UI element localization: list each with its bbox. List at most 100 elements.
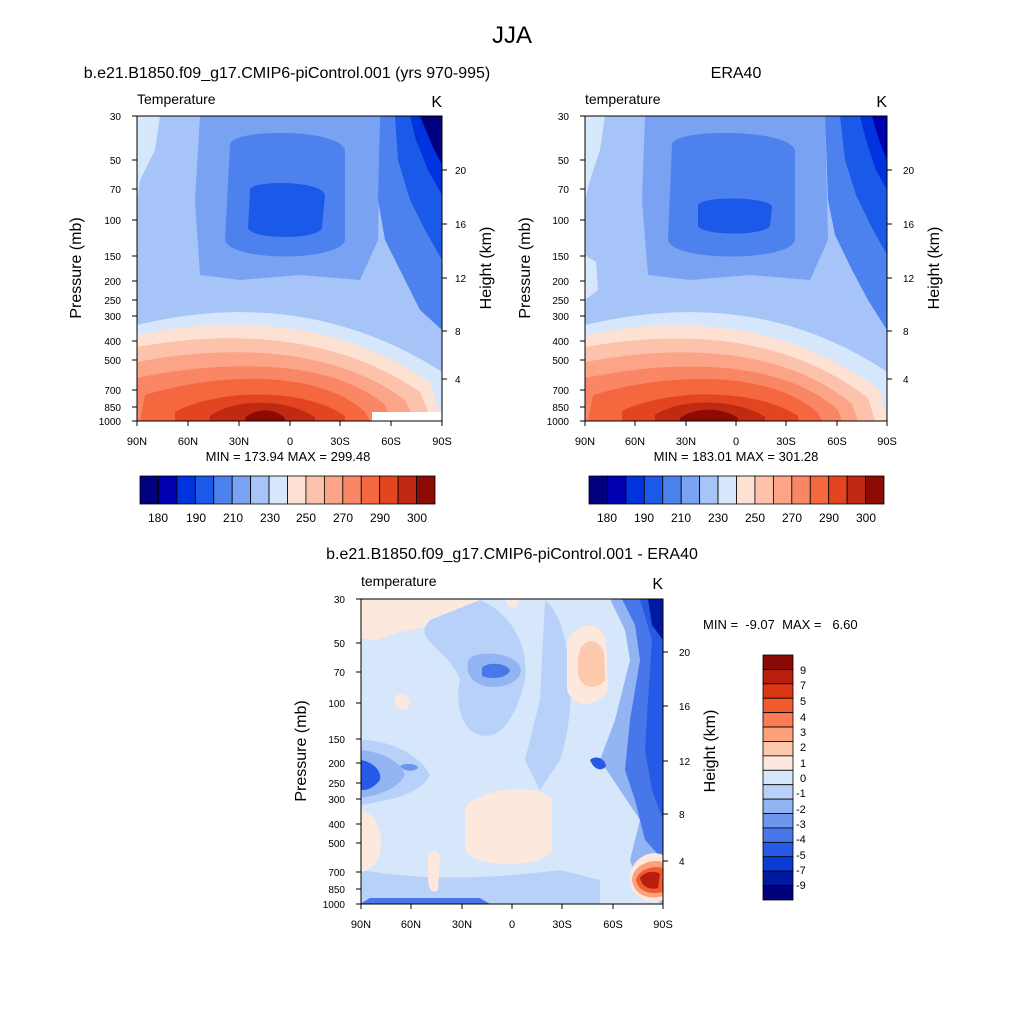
colorbar-swatch [762, 870, 794, 886]
variable-label: temperature [585, 91, 661, 107]
colorbar-swatch [194, 475, 215, 505]
y-tick-label: 50 [110, 156, 122, 167]
colorbar-label: 300 [856, 511, 876, 525]
colorbar-swatch [762, 654, 794, 670]
contour-band [640, 599, 663, 820]
x-tick-label: 90N [575, 436, 595, 448]
y-tick-label: 150 [552, 252, 569, 263]
y2-tick-label: 16 [903, 220, 915, 231]
colorbar-swatch [342, 475, 362, 505]
contour-field [361, 599, 663, 904]
colorbar-swatch [762, 827, 794, 843]
colorbar-swatch [762, 885, 794, 901]
x-tick-label: 30S [776, 436, 796, 448]
colorbar-swatch [762, 726, 794, 742]
colorbar-swatch [643, 475, 664, 505]
colorbar: 180 190 210 230 250 270 290 300 [588, 475, 885, 525]
x-tick-label: 90N [127, 436, 147, 448]
contour-band [590, 757, 606, 770]
colorbar-label: 3 [800, 727, 806, 739]
colorbar-swatch [762, 755, 794, 771]
colorbar-label: -7 [796, 865, 806, 877]
colorbar-swatch [416, 475, 436, 505]
y2-tick-label: 20 [903, 166, 915, 177]
x-tick-label: 60S [381, 436, 401, 448]
y-tick-label: 1000 [547, 417, 570, 428]
colorbar-swatch [287, 475, 307, 505]
y2-tick-label: 12 [903, 274, 915, 285]
x-tick-label: 30N [452, 919, 472, 931]
colorbar-swatch [762, 697, 794, 714]
colorbar-swatch [588, 475, 608, 505]
contour-band [361, 760, 381, 790]
x-ticks: 90N 60N 30N 0 30S 60S 90S [351, 904, 673, 931]
colorbar-swatch [360, 475, 381, 505]
contour-band [578, 641, 605, 687]
x-tick-label: 60N [178, 436, 198, 448]
y-tick-label: 1000 [99, 417, 122, 428]
colorbar-swatches [139, 475, 436, 505]
x-tick-label: 90S [432, 436, 452, 448]
y2-axis-label: Height (km) [926, 227, 943, 310]
colorbar-swatch [176, 475, 196, 505]
colorbar-swatch [762, 669, 794, 685]
contour-band [525, 600, 571, 790]
colorbar-label: 290 [819, 511, 839, 525]
contour-band [698, 198, 772, 234]
x-tick-label: 0 [733, 436, 739, 448]
y2-axis-label: Height (km) [702, 710, 719, 793]
y-tick-label: 850 [104, 403, 121, 414]
contour-band [505, 599, 520, 608]
y2-axis-label: Height (km) [478, 227, 495, 310]
y2-ticks: 4 8 12 16 20 [442, 166, 467, 386]
contour-band [872, 116, 887, 160]
contour-band [248, 183, 325, 237]
colorbar: 180 190 210 230 250 270 290 300 [139, 475, 436, 525]
y-tick-label: 70 [110, 185, 122, 196]
contour-band [640, 871, 660, 889]
x-tick-label: 90S [877, 436, 897, 448]
colorbar-label: 290 [370, 511, 390, 525]
y-axis-label: Pressure (mb) [517, 217, 534, 318]
colorbar-label: 180 [597, 511, 617, 525]
colorbar-swatch [865, 475, 885, 505]
x-ticks: 90N 60N 30N 0 30S 60S 90S [127, 421, 452, 448]
min-max-stats: MIN = -9.07 MAX = 6.60 [703, 617, 858, 632]
colorbar-swatch [772, 475, 793, 505]
panel-title: b.e21.B1850.f09_g17.CMIP6-piControl.001 … [84, 65, 490, 82]
colorbar-swatch [379, 475, 399, 505]
y2-tick-label: 16 [455, 220, 467, 231]
y2-tick-label: 8 [679, 810, 685, 821]
contour-band [137, 116, 160, 200]
x-ticks: 90N 60N 30N 0 30S 60S 90S [575, 421, 897, 448]
contour-band [420, 116, 442, 165]
colorbar-label: 270 [782, 511, 802, 525]
variable-label: Temperature [137, 91, 216, 107]
x-tick-label: 60S [603, 919, 623, 931]
contour-band [668, 132, 795, 257]
y-tick-label: 400 [328, 820, 345, 831]
colorbar-swatch [846, 475, 866, 505]
colorbar-label: 180 [148, 511, 168, 525]
colorbar-label: 230 [708, 511, 728, 525]
y-tick-label: 200 [552, 277, 569, 288]
variable-label: temperature [361, 573, 437, 589]
y-tick-label: 100 [104, 216, 121, 227]
y-tick-label: 700 [104, 386, 121, 397]
colorbar-label: 2 [800, 742, 806, 754]
y-tick-label: 850 [328, 885, 345, 896]
colorbar-label: 270 [333, 511, 353, 525]
colorbar-swatches [588, 475, 885, 505]
panel-era40: ERA40 temperature K [517, 65, 943, 525]
colorbar-swatch [662, 475, 682, 505]
y2-tick-label: 8 [903, 327, 909, 338]
units-label: K [431, 94, 442, 111]
colorbar-swatch [762, 741, 794, 757]
y2-tick-label: 4 [679, 857, 685, 868]
y-tick-label: 700 [552, 386, 569, 397]
x-tick-label: 30N [229, 436, 249, 448]
y-tick-label: 70 [558, 185, 570, 196]
colorbar-swatch [736, 475, 756, 505]
y-ticks: 30 50 70 100 150 200 250 300 400 500 700… [547, 112, 585, 428]
colorbar-swatch [139, 475, 159, 505]
